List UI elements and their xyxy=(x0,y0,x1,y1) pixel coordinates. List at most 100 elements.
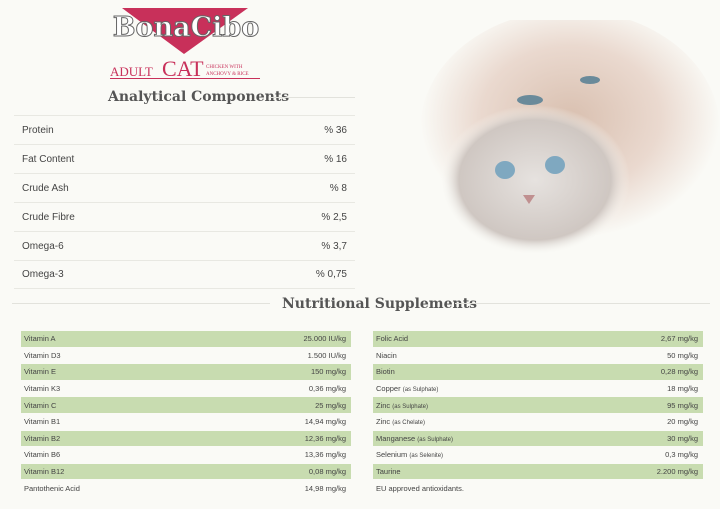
table-row: Niacin 50 mg/kg xyxy=(373,348,703,365)
table-row: Crude Ash % 8 xyxy=(14,173,355,202)
bonacibo-logo: BonaCibo ADULT CAT CHICKEN WITH ANCHOVY … xyxy=(110,8,260,81)
table-row: Omega-6 % 3,7 xyxy=(14,231,355,260)
svg-text:ADULT: ADULT xyxy=(110,64,153,79)
row-note: (as Selenite) xyxy=(409,453,444,460)
row-label: Vitamin E xyxy=(24,367,56,376)
table-row: Selenium (as Selenite) 0,3 mg/kg xyxy=(373,447,703,464)
supplements-left-table: Vitamin A 25.000 IU/kg Vitamin D3 1.500 IU/… xyxy=(21,331,351,497)
table-row: Vitamin K3 0,36 mg/kg xyxy=(21,381,351,398)
row-value: 2,67 mg/kg xyxy=(660,334,698,344)
table-row: Vitamin B1 14,94 mg/kg xyxy=(21,414,351,431)
row-value: 0,3 mg/kg xyxy=(665,450,698,460)
row-name: Vitamin B1 xyxy=(24,417,61,427)
row-label: Zinc (as Chelate) xyxy=(376,417,425,426)
row-name: Zinc xyxy=(376,400,391,410)
row-label: Omega-6 xyxy=(22,240,64,252)
row-label: Crude Fibre xyxy=(22,211,75,223)
svg-text:CAT: CAT xyxy=(162,56,204,81)
row-label: Copper (as Sulphate) xyxy=(376,384,438,393)
row-name: Vitamin C xyxy=(24,400,57,410)
row-label: Vitamin B6 xyxy=(24,450,60,459)
row-name: Folic Acid xyxy=(376,334,409,344)
table-row: Zinc (as Chelate) 20 mg/kg xyxy=(373,414,703,431)
row-label: Biotin xyxy=(376,367,395,376)
row-name: Vitamin B6 xyxy=(24,450,61,460)
table-row: Vitamin B12 0,08 mg/kg xyxy=(21,463,351,481)
row-name: Vitamin A xyxy=(24,334,56,344)
table-row: Folic Acid 2,67 mg/kg xyxy=(373,331,703,348)
row-name: Niacin xyxy=(376,350,397,360)
row-note: (as Sulphate) xyxy=(402,387,439,394)
row-name: Vitamin D3 xyxy=(24,350,61,360)
table-row: Vitamin A 25.000 IU/kg xyxy=(21,331,351,348)
row-name: Vitamin K3 xyxy=(24,384,61,394)
row-label: Vitamin B12 xyxy=(24,467,64,476)
row-label: Taurine xyxy=(376,467,401,476)
row-label: EU approved antioxidants. xyxy=(376,484,464,493)
table-row: Taurine 2.200 mg/kg xyxy=(373,463,703,481)
row-value: 18 mg/kg xyxy=(667,384,698,394)
analytical-title: Analytical Components xyxy=(108,89,290,105)
row-value: 150 mg/kg xyxy=(310,367,346,377)
row-label: Vitamin K3 xyxy=(24,384,60,393)
row-value: 30 mg/kg xyxy=(667,433,698,443)
row-value: 1.500 IU/kg xyxy=(307,350,346,360)
row-label: Manganese (as Sulphate) xyxy=(376,434,453,443)
table-row: Crude Fibre % 2,5 xyxy=(14,202,355,231)
row-note: (as Sulphate) xyxy=(392,403,428,410)
row-label: Pantothenic Acid xyxy=(24,484,80,493)
supplements-right-table: Folic Acid 2,67 mg/kg Niacin 50 mg/kg Biotin… xyxy=(373,331,703,497)
cat-woman-photo xyxy=(395,20,720,265)
table-row: Zinc (as Sulphate) 95 mg/kg xyxy=(373,397,703,414)
row-note: (as Chelate) xyxy=(392,420,425,427)
svg-text:ANCHOVY & RICE: ANCHOVY & RICE xyxy=(206,72,249,77)
row-label: Vitamin A xyxy=(24,334,56,343)
row-name: Pantothenic Acid xyxy=(24,483,80,493)
row-value: 25.000 IU/kg xyxy=(303,334,346,344)
svg-text:BonaCibo: BonaCibo xyxy=(113,12,260,43)
row-value: 14,94 mg/kg xyxy=(304,417,346,427)
table-row: Fat Content % 16 xyxy=(14,144,355,173)
row-value: 0,36 mg/kg xyxy=(308,384,346,394)
row-label: Selenium (as Selenite) xyxy=(376,450,443,459)
table-row: Vitamin E 150 mg/kg xyxy=(21,364,351,381)
row-label: Vitamin B2 xyxy=(24,434,60,443)
row-value: 12,36 mg/kg xyxy=(304,433,346,443)
row-note: (as Sulphate) xyxy=(417,436,453,443)
row-name: Manganese xyxy=(376,433,416,443)
supplements-title: Nutritional Supplements xyxy=(282,296,478,312)
row-name: Vitamin B12 xyxy=(24,467,65,477)
row-label: Vitamin C xyxy=(24,401,56,410)
row-value: % 36 xyxy=(324,124,347,136)
row-label: Niacin xyxy=(376,351,397,360)
table-row: EU approved antioxidants. xyxy=(373,480,703,497)
row-name: Zinc xyxy=(376,417,391,427)
row-value: 20 mg/kg xyxy=(667,417,698,427)
row-value: 50 mg/kg xyxy=(667,350,698,360)
table-row: Omega-3 % 0,75 xyxy=(14,260,355,289)
row-value: % 16 xyxy=(324,153,347,165)
row-value: % 8 xyxy=(329,182,347,194)
table-row: Vitamin D3 1.500 IU/kg xyxy=(21,348,351,365)
table-row: Biotin 0,28 mg/kg xyxy=(373,364,703,381)
row-name: Copper xyxy=(376,384,401,394)
row-label: Omega-3 xyxy=(22,269,64,280)
table-row: Copper (as Sulphate) 18 mg/kg xyxy=(373,381,703,398)
row-name: Taurine xyxy=(376,467,401,477)
row-value: 95 mg/kg xyxy=(667,400,698,410)
svg-text:CHICKEN WITH: CHICKEN WITH xyxy=(206,65,243,70)
table-row: Vitamin C 25 mg/kg xyxy=(21,397,351,414)
row-value: 0,28 mg/kg xyxy=(660,367,698,377)
analytical-table: Protein% 36 Fat Content% 16 Crude Ash% 8 Cr… xyxy=(14,115,355,289)
row-value: 13,36 mg/kg xyxy=(304,450,346,460)
row-name: Selenium xyxy=(376,450,408,460)
row-name: EU approved antioxidants. xyxy=(376,483,464,493)
table-row: Vitamin B2 12,36 mg/kg xyxy=(21,430,351,448)
table-row: Manganese (as Sulphate) 30 mg/kg xyxy=(373,430,703,448)
row-name: Vitamin E xyxy=(24,367,56,377)
row-name: Vitamin B2 xyxy=(24,433,61,443)
row-value: 25 mg/kg xyxy=(315,400,346,410)
row-label: Folic Acid xyxy=(376,334,408,343)
row-value: % 0,75 xyxy=(315,269,347,280)
row-label: Vitamin D3 xyxy=(24,351,61,360)
